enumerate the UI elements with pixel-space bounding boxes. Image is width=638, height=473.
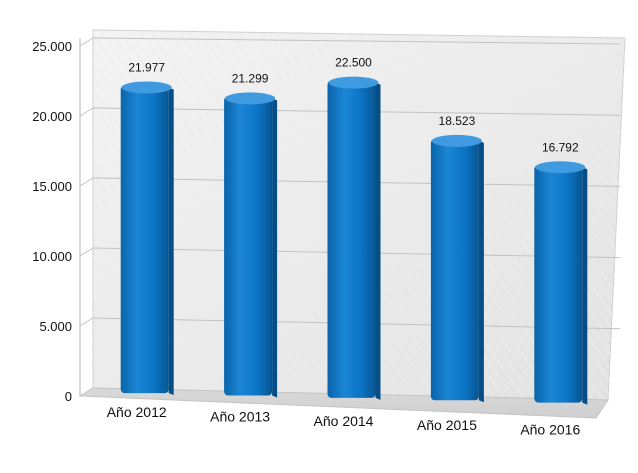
bar-side [168,87,174,396]
bar-front [224,96,273,396]
y-tick-label: 20.000 [32,109,72,124]
gridline-side [79,107,94,117]
x-tick-label: Año 2015 [417,417,477,433]
bar [224,92,278,398]
y-tick-label: 0 [65,389,72,404]
value-label: 18.523 [439,114,476,128]
bar-top [328,76,379,89]
bar-top [535,161,586,174]
plot-floor [78,387,609,419]
bar [430,134,484,403]
gridline [92,37,621,45]
gridline-side [79,177,94,187]
bar-top [431,134,482,147]
bar-side [375,82,381,400]
bar-top [225,92,276,105]
value-label: 21.299 [232,71,269,85]
y-tick-label: 5.000 [39,319,72,334]
value-label: 16.792 [542,140,579,154]
y-tick-label: 10.000 [32,249,72,264]
x-tick-label: Año 2016 [520,422,580,438]
bar-front [327,80,376,398]
bar-front [534,165,583,403]
y-tick-label: 15.000 [32,179,72,194]
x-axis-labels: Año 2012 Año 2013 Año 2014 Año 2015 Año 2016 [107,404,581,437]
value-label: 22.500 [335,56,372,70]
bar-side [272,98,278,398]
bar-front [430,138,479,401]
bar-front [120,85,169,394]
bar-side [478,140,484,403]
x-tick-label: Año 2014 [314,413,374,429]
gridline-side [79,37,94,47]
y-axis-ticks: 0 5.000 10.000 15.000 20.000 25.000 [32,39,72,404]
bar [327,76,381,400]
value-labels: 21.977 21.299 22.500 18.523 16.792 [128,56,579,155]
gridline-side [79,317,94,327]
y-tick-label: 25.000 [32,39,72,54]
value-label: 21.977 [128,60,165,74]
bar-side [582,167,588,405]
gridline-side [79,247,94,257]
bar-top [121,81,172,94]
bar [534,161,588,405]
x-tick-label: Año 2013 [210,409,270,425]
x-tick-label: Año 2012 [107,404,167,420]
bar [120,81,174,396]
bars [120,76,588,405]
